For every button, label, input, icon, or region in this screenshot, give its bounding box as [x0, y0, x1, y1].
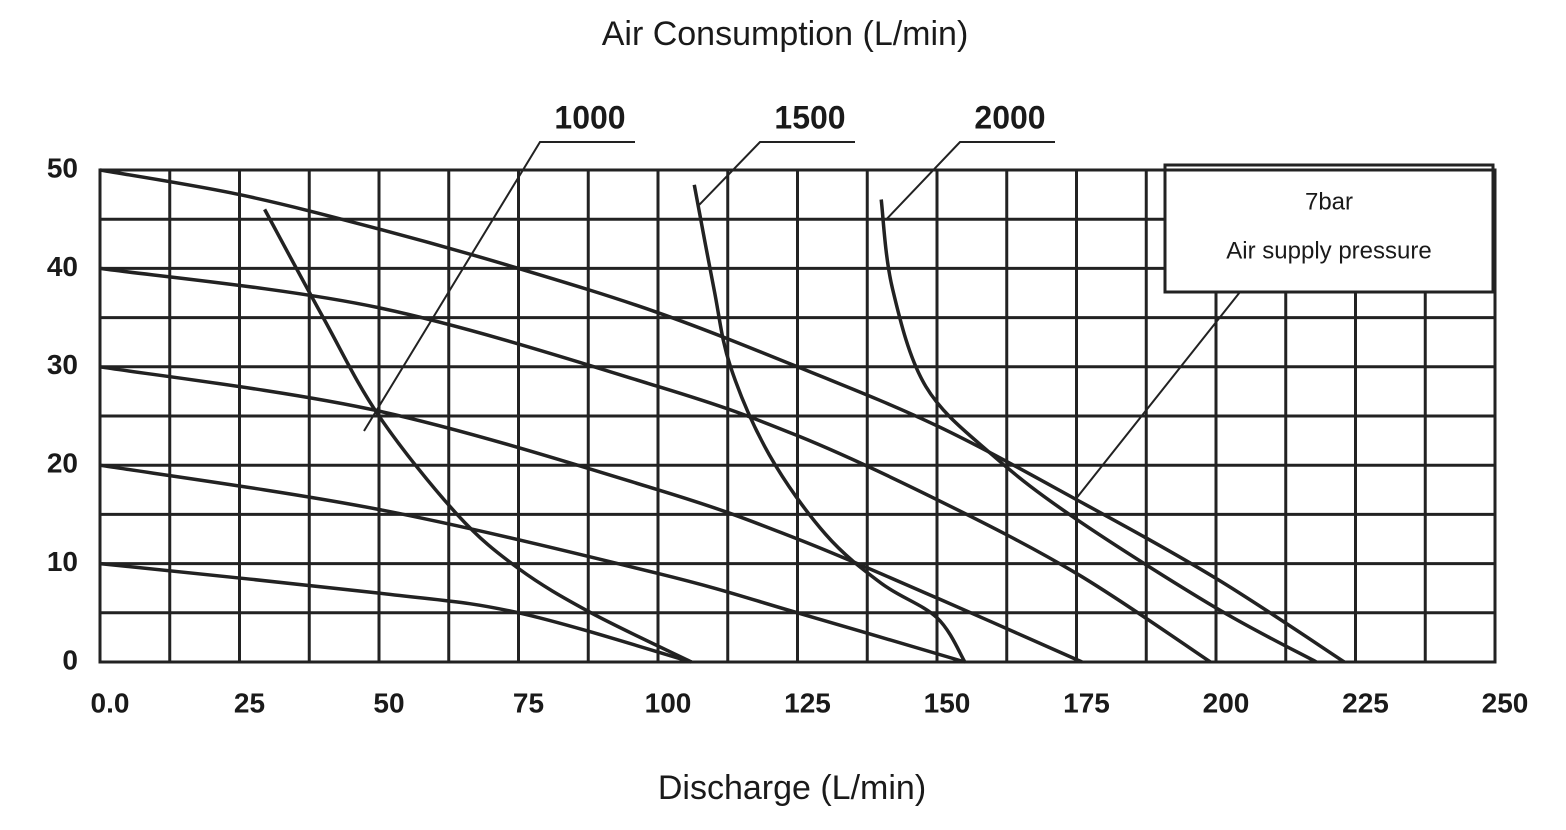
curve — [99, 168, 1346, 664]
leader-line — [1074, 291, 1241, 501]
x-tick-label: 250 — [1482, 687, 1529, 718]
x-axis-label: Discharge (L/min) — [658, 769, 926, 807]
x-tick-label: 25 — [234, 687, 265, 718]
x-tick-label: 100 — [645, 687, 692, 718]
curve — [99, 463, 966, 664]
chart-title: Air Consumption (L/min) — [602, 15, 969, 53]
x-tick-label: 225 — [1342, 687, 1389, 718]
x-tick-label: 125 — [784, 687, 831, 718]
y-tick-label: 10 — [47, 546, 78, 577]
curve — [99, 266, 1212, 664]
plot-frame — [98, 168, 1497, 664]
y-tick-label: 20 — [47, 448, 78, 479]
series-label: 2000 — [974, 99, 1045, 135]
y-tick-label: 50 — [47, 152, 78, 183]
series-label: 1500 — [774, 99, 845, 135]
annotation: Air supply pressure — [1226, 237, 1431, 264]
y-tick-label: 30 — [47, 349, 78, 380]
curve — [99, 365, 1083, 664]
curve — [692, 184, 967, 663]
x-tick-label: 0.0 — [91, 687, 130, 718]
curve — [879, 199, 1318, 664]
x-tick-label: 150 — [924, 687, 971, 718]
x-tick-label: 50 — [373, 687, 404, 718]
curve — [263, 208, 693, 664]
leader-line — [885, 141, 1055, 221]
leader-line — [698, 141, 855, 206]
series-label: 1000 — [554, 99, 625, 135]
curve — [99, 561, 692, 664]
leader-line — [363, 141, 635, 432]
x-tick-label: 175 — [1063, 687, 1110, 718]
x-tick-label: 75 — [513, 687, 544, 718]
y-tick-label: 40 — [47, 251, 78, 282]
y-tick-label: 0 — [62, 644, 78, 675]
annotation: 7bar — [1305, 188, 1353, 215]
x-tick-label: 200 — [1203, 687, 1250, 718]
annotation-box — [1163, 163, 1495, 294]
